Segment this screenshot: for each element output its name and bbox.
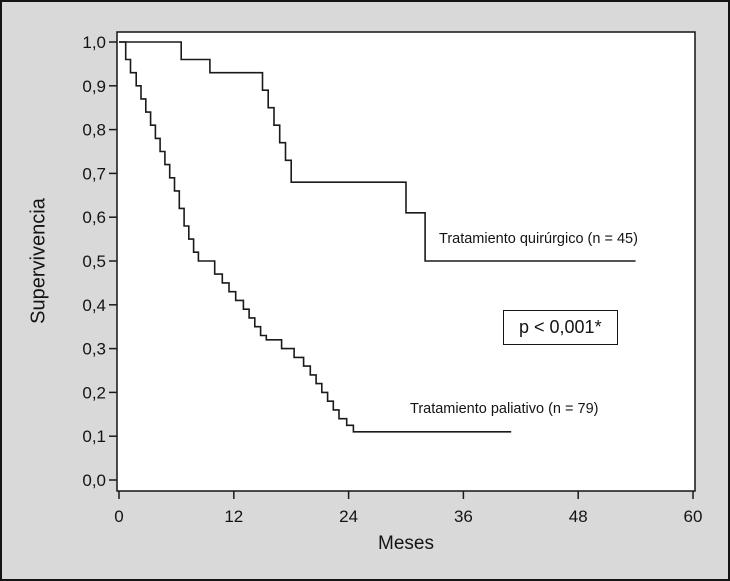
y-tick-label: 1,0 <box>82 33 106 52</box>
y-tick-label: 0,2 <box>82 383 106 402</box>
survival-curve-1 <box>119 41 512 433</box>
p-value-annotation: p < 0,001* <box>503 310 618 345</box>
y-tick-label: 0,4 <box>82 296 106 315</box>
y-tick-label: 0,5 <box>82 252 106 271</box>
x-tick-label: 36 <box>454 507 473 526</box>
series-label-quirurgico: Tratamiento quirúrgico (n = 45) <box>439 231 638 247</box>
y-axis-label: Supervivencia <box>27 198 50 324</box>
y-tick-label: 0,8 <box>82 121 106 140</box>
y-tick-label: 0,3 <box>82 340 106 359</box>
y-tick-label: 0,7 <box>82 164 106 183</box>
x-tick-label: 48 <box>569 507 588 526</box>
y-tick-label: 0,0 <box>82 471 106 490</box>
y-tick-label: 0,1 <box>82 427 106 446</box>
x-axis-label: Meses <box>378 533 434 554</box>
x-tick-label: 60 <box>684 507 703 526</box>
x-tick-label: 24 <box>339 507 358 526</box>
y-tick-label: 0,9 <box>82 77 106 96</box>
series-label-paliativo: Tratamiento paliativo (n = 79) <box>410 401 599 417</box>
survival-curve-0 <box>119 41 636 262</box>
y-tick-label: 0,6 <box>82 208 106 227</box>
x-tick-label: 12 <box>224 507 243 526</box>
x-tick-label: 0 <box>114 507 123 526</box>
